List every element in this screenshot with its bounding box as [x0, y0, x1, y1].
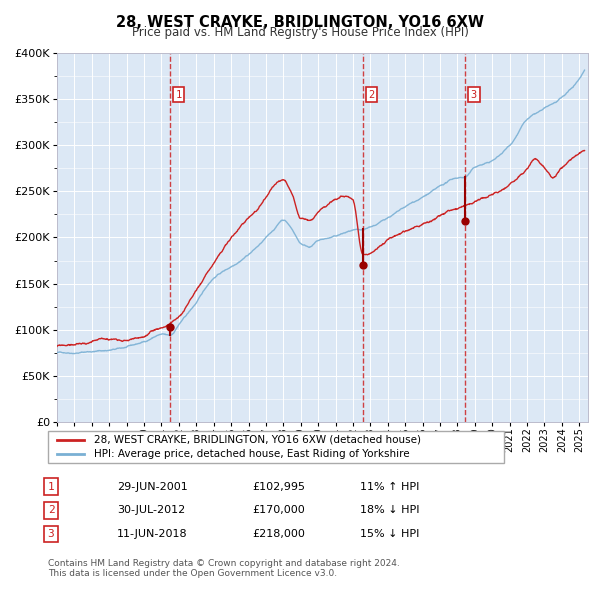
- Text: 1: 1: [47, 482, 55, 491]
- Text: 29-JUN-2001: 29-JUN-2001: [117, 482, 188, 491]
- Text: This data is licensed under the Open Government Licence v3.0.: This data is licensed under the Open Gov…: [48, 569, 337, 578]
- Text: 11-JUN-2018: 11-JUN-2018: [117, 529, 188, 539]
- Text: HPI: Average price, detached house, East Riding of Yorkshire: HPI: Average price, detached house, East…: [94, 449, 409, 459]
- Text: £218,000: £218,000: [252, 529, 305, 539]
- Text: 28, WEST CRAYKE, BRIDLINGTON, YO16 6XW (detached house): 28, WEST CRAYKE, BRIDLINGTON, YO16 6XW (…: [94, 435, 421, 445]
- Text: £102,995: £102,995: [252, 482, 305, 491]
- Text: 30-JUL-2012: 30-JUL-2012: [117, 506, 185, 515]
- Text: 11% ↑ HPI: 11% ↑ HPI: [360, 482, 419, 491]
- Text: Contains HM Land Registry data © Crown copyright and database right 2024.: Contains HM Land Registry data © Crown c…: [48, 559, 400, 568]
- Text: 3: 3: [47, 529, 55, 539]
- Text: 1: 1: [176, 90, 182, 100]
- Text: 3: 3: [470, 90, 477, 100]
- Text: 2: 2: [47, 506, 55, 515]
- Text: 28, WEST CRAYKE, BRIDLINGTON, YO16 6XW: 28, WEST CRAYKE, BRIDLINGTON, YO16 6XW: [116, 15, 484, 30]
- Text: Price paid vs. HM Land Registry's House Price Index (HPI): Price paid vs. HM Land Registry's House …: [131, 26, 469, 39]
- Text: £170,000: £170,000: [252, 506, 305, 515]
- Text: 2: 2: [368, 90, 375, 100]
- Text: 18% ↓ HPI: 18% ↓ HPI: [360, 506, 419, 515]
- FancyBboxPatch shape: [48, 431, 504, 463]
- Text: 15% ↓ HPI: 15% ↓ HPI: [360, 529, 419, 539]
